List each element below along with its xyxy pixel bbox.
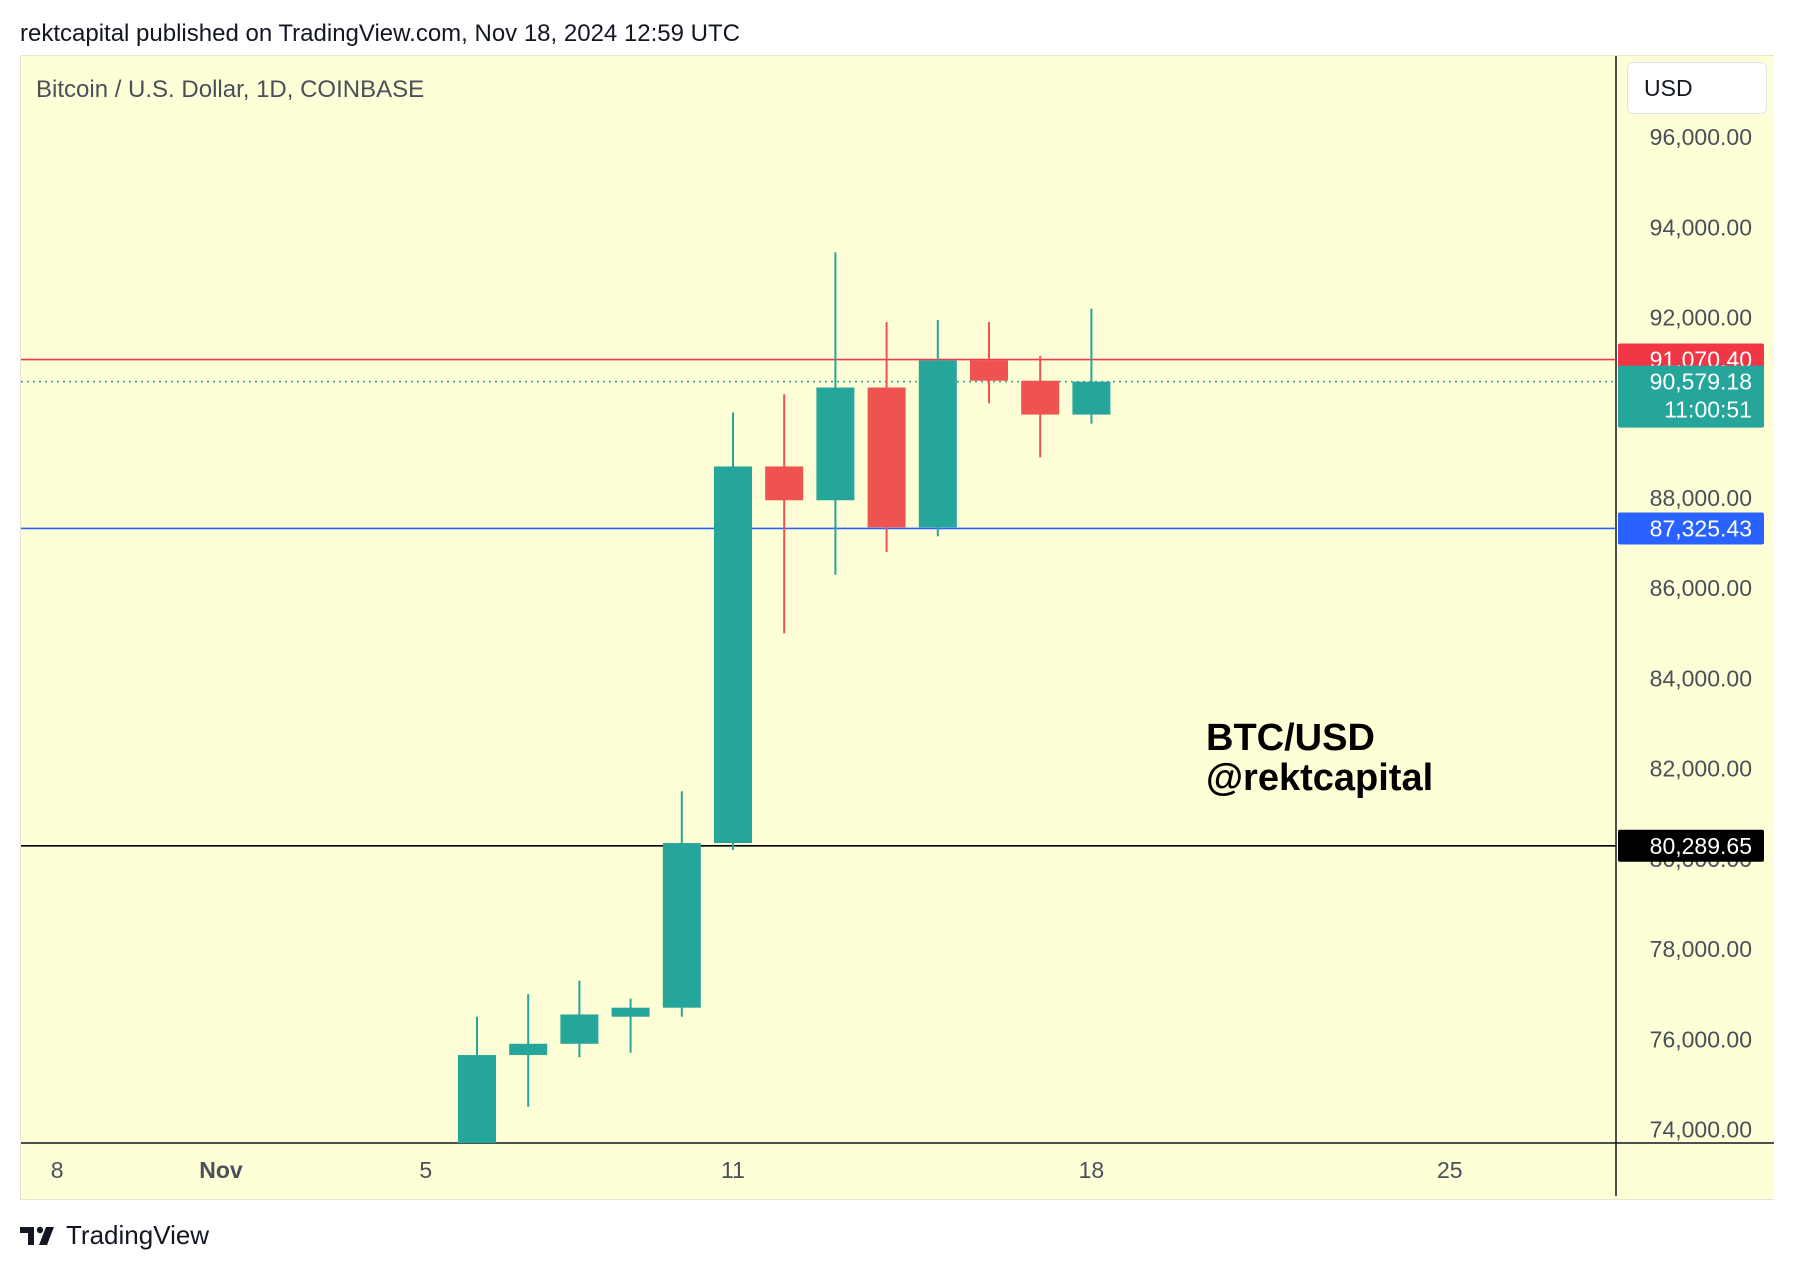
currency-button[interactable]: USD — [1627, 62, 1767, 114]
candle-body — [867, 387, 906, 528]
candle-body — [458, 1055, 496, 1143]
candle-body — [1072, 381, 1111, 415]
candle-body — [662, 843, 701, 1008]
y-tick-label: 84,000.00 — [1650, 665, 1752, 691]
x-tick-label: 5 — [419, 1157, 432, 1183]
candle-body — [765, 466, 804, 501]
level-price-tag-box — [1618, 829, 1764, 862]
tradingview-logo-icon — [20, 1226, 54, 1245]
y-tick-label: 96,000.00 — [1650, 124, 1752, 150]
y-tick-label: 82,000.00 — [1650, 756, 1752, 782]
watermark-line-1: BTC/USD — [1206, 717, 1375, 759]
tradingview-brand: TradingView — [66, 1220, 210, 1250]
candle-body — [1021, 380, 1060, 415]
y-tick-label: 86,000.00 — [1650, 575, 1752, 601]
watermark-line-2: @rektcapital — [1206, 757, 1434, 799]
candle-body — [560, 1014, 599, 1044]
plot-background — [21, 56, 1616, 1143]
tradingview-footer[interactable]: TradingView — [20, 1220, 209, 1251]
candle-body — [918, 360, 957, 528]
y-tick-label: 88,000.00 — [1650, 485, 1752, 511]
x-tick-label: 18 — [1079, 1157, 1105, 1183]
publisher-header: rektcapital published on TradingView.com… — [20, 20, 740, 47]
y-tick-label: 78,000.00 — [1650, 936, 1752, 962]
last-price-tag-text: 11:00:51 — [1664, 397, 1752, 423]
x-tick-label: 25 — [1437, 1157, 1463, 1183]
price-axis-background — [1616, 56, 1774, 1199]
x-tick-label: 8 — [51, 1157, 64, 1183]
time-axis-background — [21, 1143, 1616, 1199]
y-tick-label: 92,000.00 — [1650, 305, 1752, 331]
level-price-tag-text: 80,289.65 — [1650, 833, 1752, 859]
symbol-title[interactable]: Bitcoin / U.S. Dollar, 1D, COINBASE — [36, 76, 425, 103]
level-price-tag-box — [1618, 512, 1764, 545]
x-tick-label: 11 — [721, 1157, 745, 1183]
candle-body — [509, 1043, 548, 1056]
candle-body — [970, 360, 1008, 381]
chart-watermark: BTC/USD @rektcapital — [1206, 718, 1433, 798]
x-tick-label: Nov — [199, 1157, 243, 1183]
level-price-tag-text: 87,325.43 — [1650, 515, 1752, 541]
candle-body — [611, 1007, 650, 1017]
y-tick-label: 76,000.00 — [1650, 1026, 1752, 1052]
last-price-tag-text: 90,579.18 — [1650, 369, 1752, 395]
last-price-tag-box — [1618, 365, 1764, 428]
candle-body — [714, 466, 752, 844]
candle-body — [816, 387, 855, 501]
y-tick-label: 74,000.00 — [1650, 1116, 1752, 1142]
y-tick-label: 94,000.00 — [1650, 214, 1752, 240]
